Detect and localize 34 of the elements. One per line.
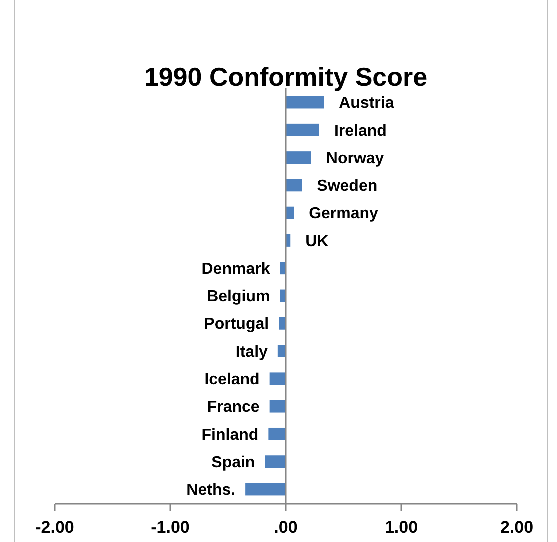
y-tick-label: Ireland bbox=[334, 122, 387, 140]
y-tick-label: Austria bbox=[339, 95, 394, 112]
bar bbox=[286, 124, 320, 136]
x-tick-label: -2.00 bbox=[36, 518, 74, 537]
bar bbox=[278, 345, 286, 358]
y-tick-label: UK bbox=[306, 233, 330, 250]
bar bbox=[270, 400, 286, 413]
bar bbox=[280, 262, 286, 275]
y-tick-label: France bbox=[207, 399, 260, 416]
y-tick-label: Italy bbox=[236, 344, 268, 361]
y-tick-label: Finland bbox=[202, 426, 259, 444]
bar bbox=[280, 290, 286, 302]
bar bbox=[279, 317, 286, 330]
y-tick-label: Denmark bbox=[202, 260, 270, 278]
bar bbox=[268, 428, 286, 440]
x-tick-label: 1.00 bbox=[384, 518, 418, 537]
y-tick-label: Portugal bbox=[204, 316, 270, 334]
bar bbox=[270, 372, 286, 386]
y-tick-label: Neths. bbox=[186, 482, 236, 500]
bar bbox=[286, 96, 324, 109]
y-tick-label: Norway bbox=[326, 150, 384, 168]
x-tick-label: -1.00 bbox=[151, 518, 190, 537]
x-tick-label: .00 bbox=[274, 518, 298, 537]
bar bbox=[265, 456, 286, 468]
x-tick-label: 2.00 bbox=[500, 518, 534, 537]
bar bbox=[286, 179, 302, 192]
y-tick-label: Germany bbox=[309, 206, 379, 223]
y-tick-label: Sweden bbox=[317, 178, 378, 196]
y-tick-label: Spain bbox=[212, 454, 256, 472]
y-tick-label: Belgium bbox=[207, 288, 270, 306]
chart-title: 1990 Conformity Score bbox=[144, 62, 428, 92]
bar bbox=[286, 152, 312, 164]
bar bbox=[246, 483, 286, 496]
y-tick-label: Iceland bbox=[204, 372, 260, 389]
